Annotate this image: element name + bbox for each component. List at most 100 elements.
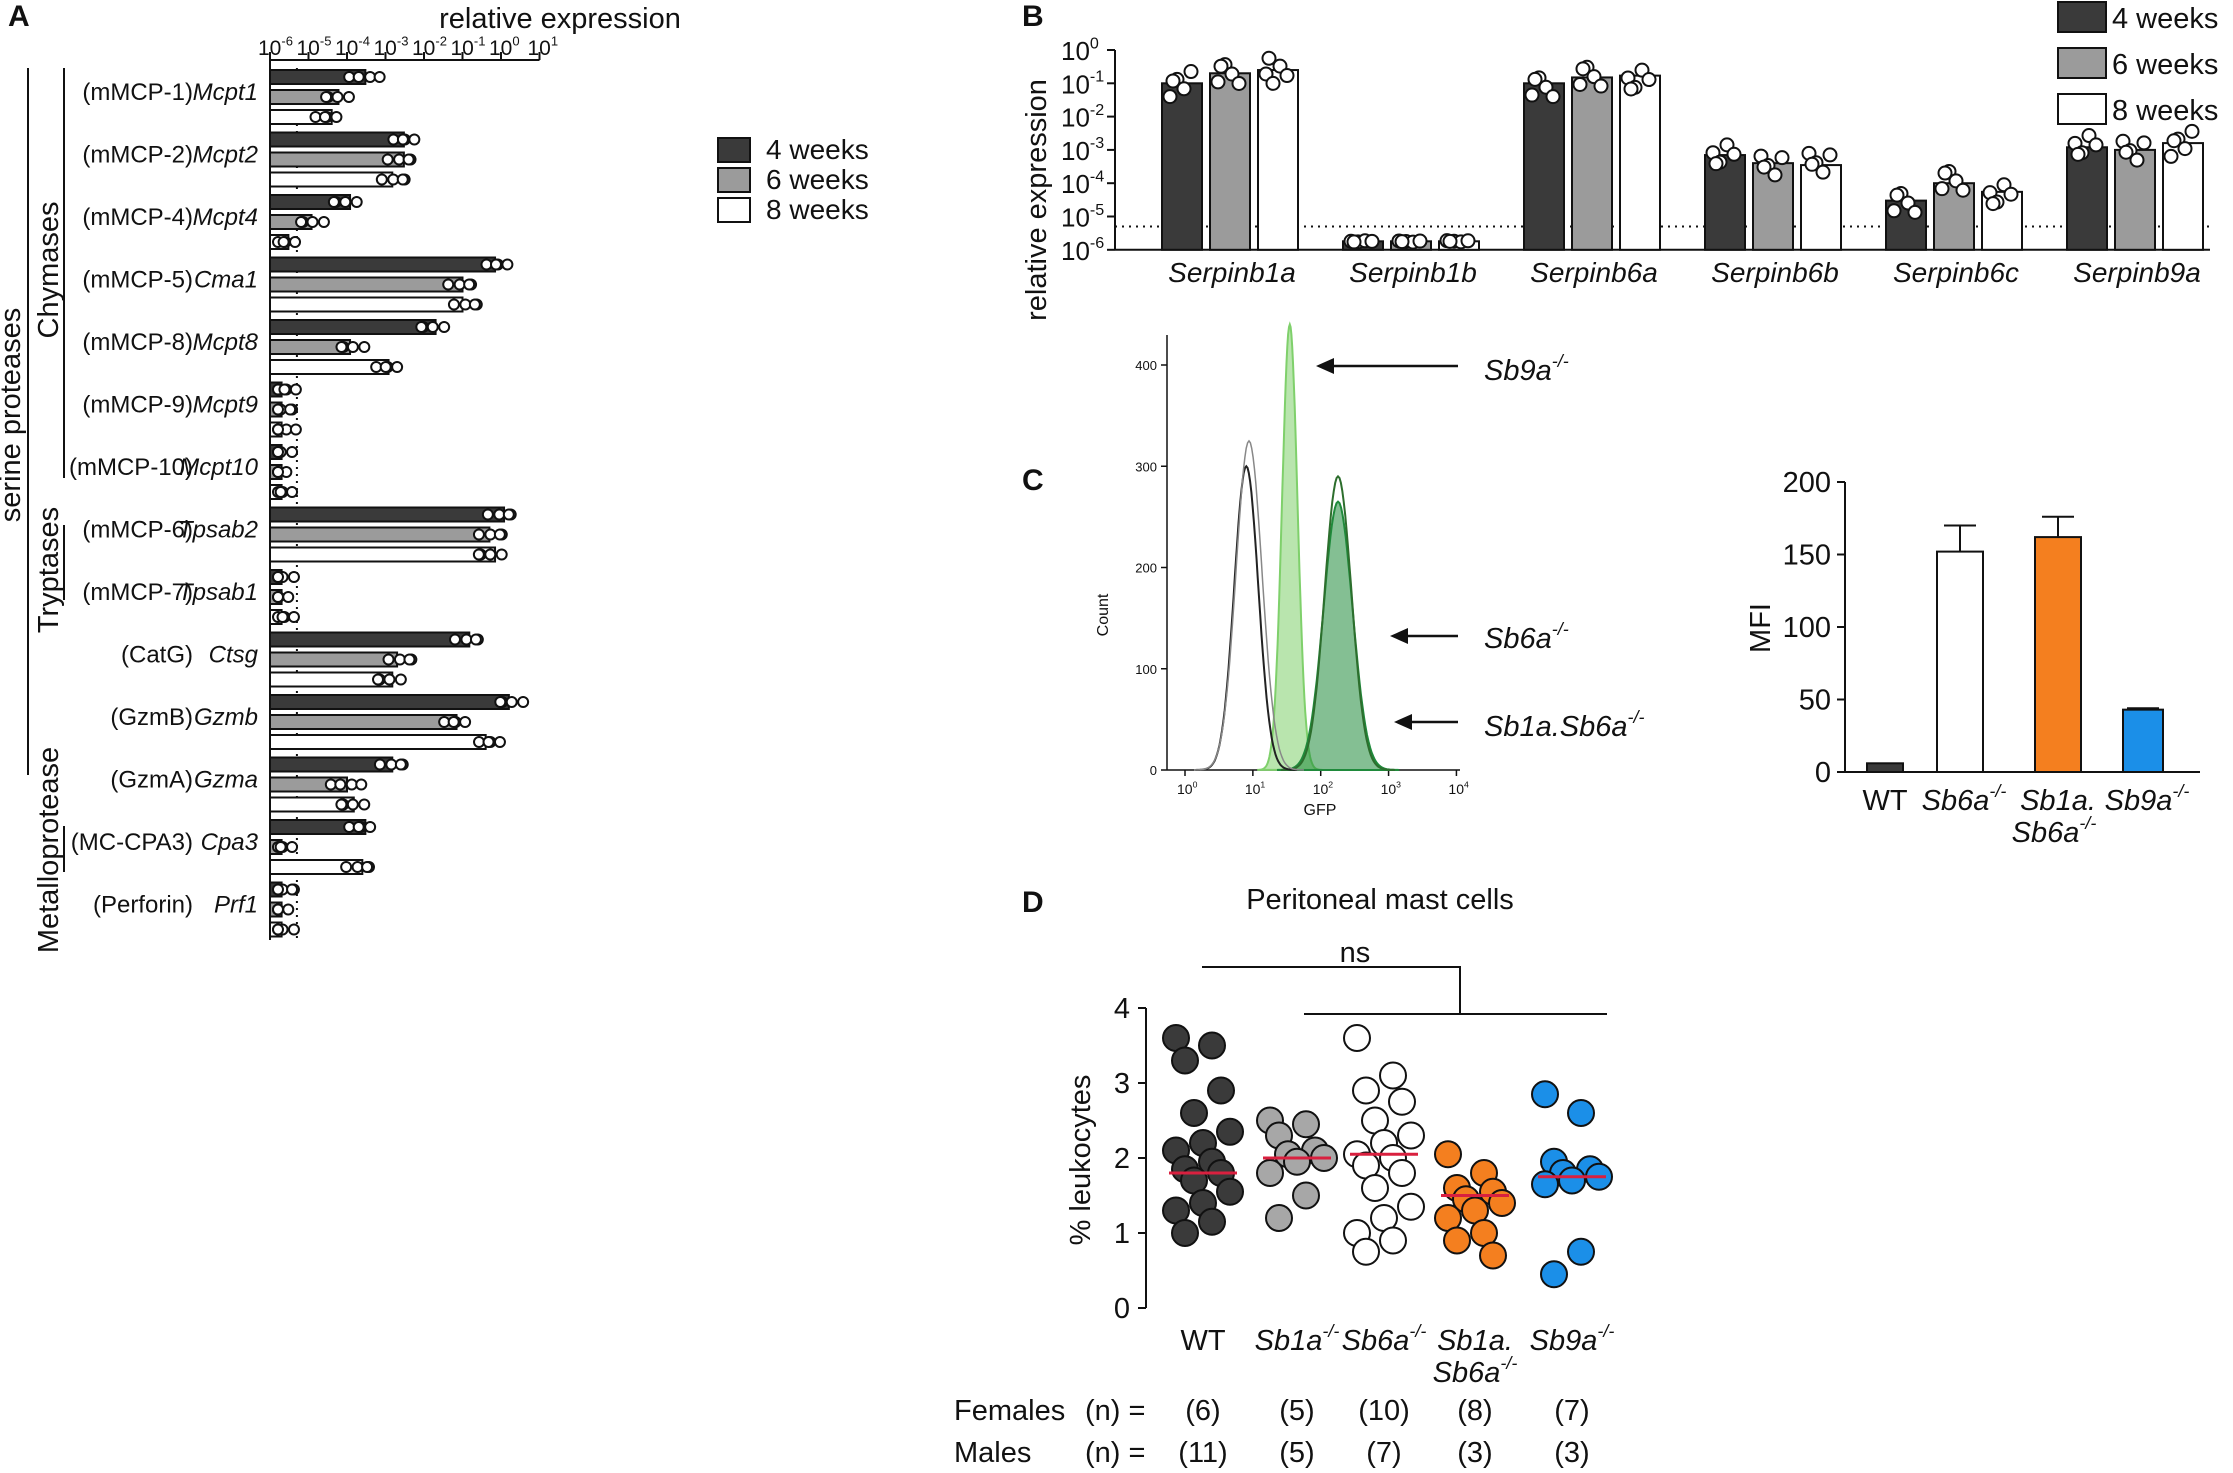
panel-label-c: C: [1022, 464, 1044, 497]
data-point: [284, 403, 297, 416]
data-point: [1531, 1170, 1559, 1199]
data-point: [1572, 76, 1588, 92]
data-point: [1567, 1237, 1595, 1266]
bar-Tpsab2-2: [269, 546, 497, 563]
gene-alias: (GzmA): [110, 767, 193, 794]
data-point: [1180, 1099, 1208, 1127]
data-point: [468, 298, 481, 311]
x-tick-label: 103: [1381, 780, 1402, 797]
gene-name: Cpa3: [201, 829, 259, 856]
data-point: [1767, 167, 1783, 183]
y-tick-label: 100: [1783, 612, 1831, 644]
category-label: Sb9a-/-: [1530, 1321, 1615, 1357]
data-point: [1397, 1121, 1425, 1150]
data-point: [286, 446, 299, 458]
data-point: [473, 736, 486, 748]
data-point: [1907, 204, 1923, 220]
panel-a-chart: relative expression 10-6 10-5 10-4 10-3 10-2…: [0, 3, 869, 953]
data-point: [1165, 73, 1181, 89]
data-point: [317, 216, 330, 228]
count-value: (5): [1279, 1437, 1314, 1469]
data-point: [372, 673, 385, 686]
data-point: [272, 903, 284, 916]
gene-name: Tpsab2: [178, 517, 258, 544]
category-label: Sb6a-/-: [2012, 813, 2097, 849]
panel-d-annotation: ns: [1340, 937, 1371, 969]
data-point: [2088, 137, 2104, 153]
category-label: WT: [1862, 785, 1907, 817]
data-point: [287, 571, 300, 583]
group-label: serine proteases: [0, 308, 27, 522]
data-point: [1540, 1260, 1568, 1289]
data-point: [447, 298, 460, 311]
y-tick-label: 4: [1114, 993, 1130, 1025]
data-point: [1524, 87, 1540, 103]
data-point: [1545, 89, 1561, 105]
data-point: [426, 321, 439, 333]
y-tick-label: 10-2: [1061, 101, 1104, 133]
category-label: Sb1a.: [2020, 785, 2096, 817]
gene-name: Prf1: [214, 892, 258, 919]
gene-name: Mcpt4: [193, 204, 258, 231]
data-point: [1171, 1046, 1199, 1075]
data-point: [1889, 187, 1905, 203]
count-value: (11): [1178, 1437, 1227, 1469]
y-tick-label: 150: [1783, 540, 1831, 572]
data-point: [373, 758, 386, 771]
count-row-label: Males: [954, 1437, 1031, 1469]
data-point: [361, 861, 374, 873]
data-point: [453, 278, 466, 291]
data-point: [494, 696, 507, 708]
data-point: [489, 258, 502, 271]
count-value: (3): [1554, 1437, 1589, 1469]
data-point: [289, 236, 302, 248]
data-point: [330, 111, 343, 123]
data-point: [482, 736, 495, 748]
category-label: WT: [1180, 1325, 1225, 1357]
gene-name: Mcpt1: [193, 79, 258, 106]
gene-alias: (GzmB): [110, 704, 193, 731]
data-point: [274, 841, 287, 853]
data-point: [1442, 233, 1458, 249]
legend-swatch: [717, 137, 751, 163]
data-point: [342, 91, 355, 103]
data-point: [1176, 81, 1192, 97]
y-tick-label: 200: [1783, 467, 1831, 499]
data-point: [2166, 133, 2182, 149]
data-point: [2184, 123, 2200, 139]
legend-swatch: [717, 167, 751, 193]
data-point: [1558, 1166, 1586, 1195]
data-point: [2136, 135, 2152, 151]
data-point: [319, 111, 332, 123]
data-point: [493, 528, 506, 541]
data-point: [375, 173, 388, 186]
panel-c-xlabel: GFP: [1304, 802, 1337, 819]
bar-Gzmb-0: [269, 694, 510, 710]
data-point: [1822, 147, 1838, 163]
y-tick-label: 100: [1135, 662, 1157, 677]
gene-alias: (mMCP-6): [82, 517, 193, 544]
legend-label: 4 weeks: [766, 134, 869, 165]
data-point: [1361, 1174, 1389, 1202]
x-tick-label: 10-5: [297, 34, 332, 60]
data-point: [2163, 148, 2179, 164]
data-point: [346, 341, 359, 353]
data-point: [1575, 61, 1591, 77]
gene-name: Mcpt9: [193, 392, 258, 419]
data-point: [442, 278, 455, 291]
bar-Serpinb6a-1: [1571, 76, 1613, 251]
y-tick-label: 400: [1135, 358, 1157, 373]
data-point: [1443, 1226, 1471, 1255]
legend-label: 8 weeks: [2112, 95, 2218, 127]
count-row-label: Females: [954, 1395, 1065, 1427]
data-point: [472, 528, 485, 541]
x-tick-label: 10-6: [258, 34, 293, 60]
data-point: [320, 91, 333, 103]
y-tick-label: 200: [1135, 561, 1157, 576]
data-point: [355, 778, 368, 791]
data-point: [286, 486, 299, 498]
data-point: [394, 758, 407, 771]
data-point: [282, 903, 295, 916]
x-tick-label: 100: [489, 34, 520, 60]
